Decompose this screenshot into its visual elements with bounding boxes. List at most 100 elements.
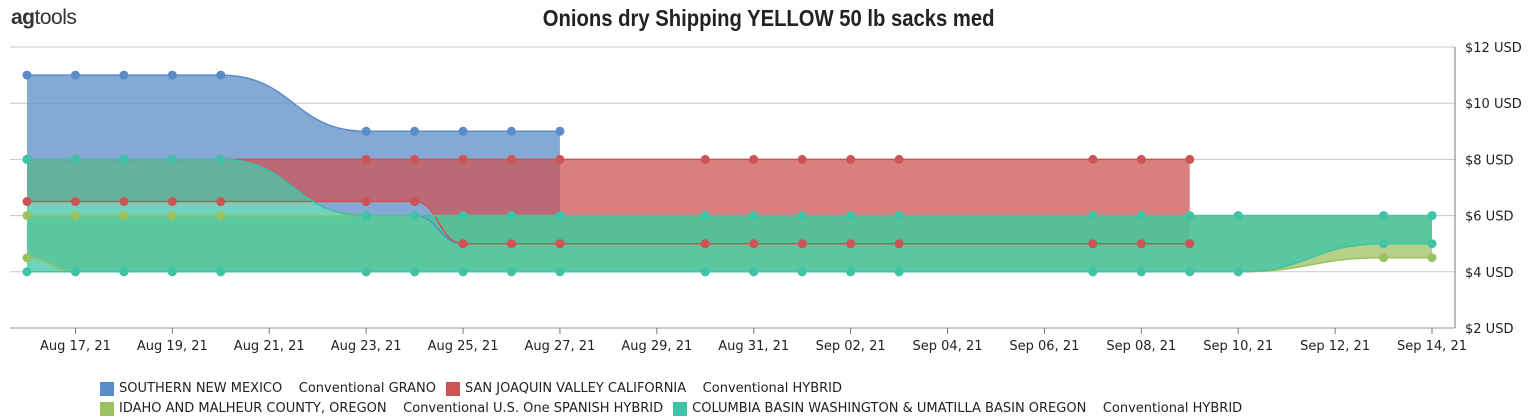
data-point-low [894,239,904,249]
legend-row-2: IDAHO AND MALHEUR COUNTY, OREGON Convent… [100,399,1252,419]
data-point-low [361,267,371,277]
data-point-low [797,267,807,277]
data-point-high [846,211,856,221]
data-point-high [410,154,420,164]
agtools-logo: agtools [11,6,77,29]
data-point-low [749,239,759,249]
x-tick-label: Aug 29, 21 [621,339,692,354]
data-point-low [506,239,516,249]
chart-svg: $12 USD $10 USD $8 USD $6 USD $4 USD $2 USD Au… [10,41,1522,354]
data-point-high [458,211,468,221]
data-point-high [119,154,129,164]
data-point-high [846,154,856,164]
data-point-high [506,154,516,164]
data-point-low [1233,267,1243,277]
data-point-low [846,239,856,249]
x-tick-label: Sep 08, 21 [1106,339,1176,354]
data-point-low [458,267,468,277]
data-point-low [167,197,177,207]
data-point-high [361,211,371,221]
data-point-high [749,211,759,221]
y-tick-label: $10 USD [1465,97,1522,112]
data-point-low [458,239,468,249]
data-point-high [1136,154,1146,164]
data-point-high [1233,211,1243,221]
data-point-high [555,211,565,221]
legend-row-1: SOUTHERN NEW MEXICO Conventional GRANO S… [100,379,1252,399]
data-point-high [458,154,468,164]
data-point-low [1136,267,1146,277]
data-point-high [167,70,177,80]
data-point-high [216,211,226,221]
data-point-low [1136,239,1146,249]
x-tick-label: Aug 27, 21 [524,339,595,354]
data-point-high [216,154,226,164]
data-point-low [555,267,565,277]
data-point-low [22,197,32,207]
data-point-low [1185,239,1195,249]
legend-swatch [446,382,460,396]
data-point-high [216,70,226,80]
data-point-high [797,211,807,221]
x-tick-label: Aug 25, 21 [428,339,499,354]
y-tick-label: $8 USD [1465,153,1513,168]
data-point-low [1427,239,1437,249]
legend-item-idaho-malheur[interactable]: IDAHO AND MALHEUR COUNTY, OREGON Convent… [100,399,663,419]
data-point-low [1379,239,1389,249]
x-tick-label: Sep 12, 21 [1300,339,1370,354]
y-tick-label: $6 USD [1465,210,1513,225]
legend-label: SOUTHERN NEW MEXICO Conventional GRANO [119,381,436,396]
data-point-high [70,70,80,80]
data-point-high [1427,211,1437,221]
data-point-high [555,154,565,164]
legend-swatch [673,402,688,416]
x-tick-label: Aug 17, 21 [40,339,111,354]
data-point-high [894,211,904,221]
data-point-low [361,197,371,207]
x-tick-label: Aug 31, 21 [718,339,789,354]
data-point-high [894,154,904,164]
data-point-low [410,267,420,277]
legend-item-san-joaquin[interactable]: SAN JOAQUIN VALLEY CALIFORNIA Convention… [446,379,842,399]
legend-item-southern-new-mexico[interactable]: SOUTHERN NEW MEXICO Conventional GRANO [100,379,436,399]
data-point-low [506,267,516,277]
data-point-low [700,239,710,249]
data-point-low [700,267,710,277]
y-tick-label: $4 USD [1465,266,1513,281]
data-point-high [749,154,759,164]
data-point-high [361,154,371,164]
legend-swatch [100,382,114,396]
legend-item-columbia-basin[interactable]: COLUMBIA BASIN WASHINGTON & UMATILLA BAS… [673,399,1242,419]
data-point-low [167,267,177,277]
y-tick-label: $2 USD [1465,322,1513,337]
data-point-high [700,211,710,221]
data-point-high [506,211,516,221]
data-point-low [410,197,420,207]
x-tick-label: Sep 10, 21 [1203,339,1273,354]
data-point-high [410,211,420,221]
data-point-low [22,267,32,277]
data-point-high [458,126,468,136]
data-point-low [1088,267,1098,277]
data-point-high [22,70,32,80]
data-point-high [700,154,710,164]
data-point-low [119,267,129,277]
data-point-low [555,239,565,249]
data-point-high [22,154,32,164]
data-point-low [70,197,80,207]
data-point-low [1427,253,1437,263]
data-point-low [749,267,759,277]
data-point-high [119,70,129,80]
data-point-high [22,211,32,221]
data-point-low [216,197,226,207]
data-point-high [70,211,80,221]
data-point-low [1185,267,1195,277]
data-point-high [1088,154,1098,164]
legend-label: SAN JOAQUIN VALLEY CALIFORNIA Convention… [465,381,843,396]
data-point-high [1088,211,1098,221]
data-point-high [1379,211,1389,221]
data-point-high [361,126,371,136]
data-point-low [1379,253,1389,263]
data-point-high [167,211,177,221]
legend-label: COLUMBIA BASIN WASHINGTON & UMATILLA BAS… [692,401,1243,416]
